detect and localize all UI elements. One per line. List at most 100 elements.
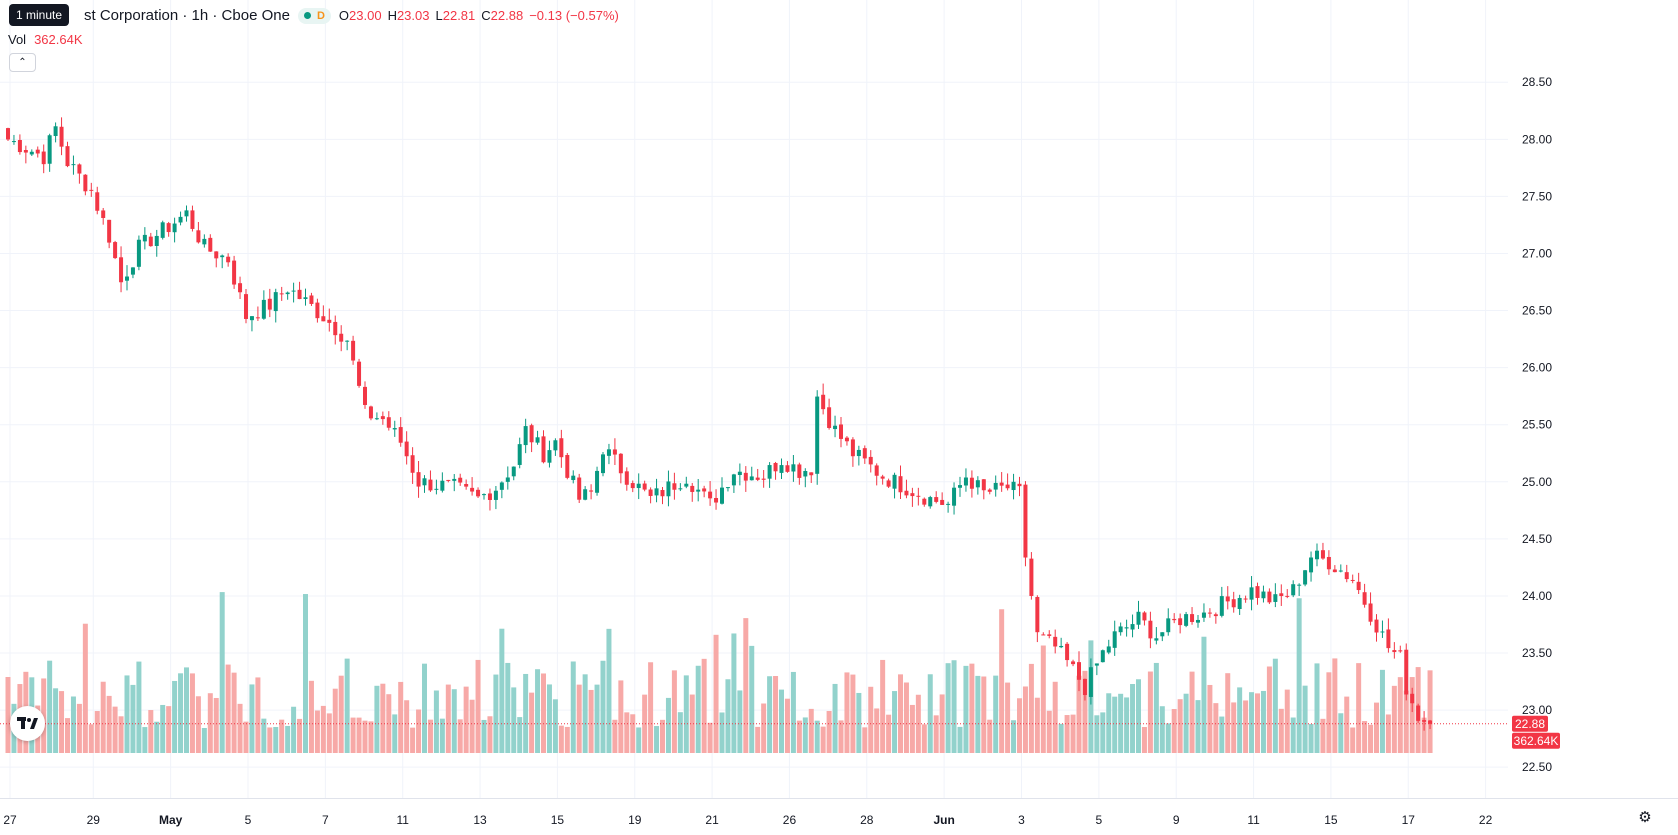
volume-bar: [53, 688, 59, 753]
candle-body: [999, 482, 1004, 486]
volume-bar: [933, 715, 939, 753]
status-indicators[interactable]: D: [297, 7, 331, 24]
candle-body: [958, 485, 962, 488]
volume-bar: [814, 720, 820, 753]
candle-body: [725, 487, 730, 489]
candle-body: [535, 437, 540, 443]
candle-body: [1130, 624, 1135, 630]
volume-bar: [1094, 715, 1100, 753]
candle-body: [178, 216, 183, 223]
candle-body: [113, 242, 118, 259]
volume-bar: [671, 670, 677, 753]
symbol-title[interactable]: st Corporation · 1h · Cboe One: [84, 7, 290, 24]
volume-bar: [1314, 663, 1320, 753]
volume-bar: [225, 664, 231, 753]
candle-body: [273, 292, 278, 312]
collapse-legend-button[interactable]: ⌃: [9, 53, 36, 72]
volume-bar: [903, 682, 909, 753]
volume-bar: [1141, 727, 1147, 753]
candle-body: [815, 396, 820, 474]
candle-body: [238, 283, 243, 293]
candle-body: [1065, 643, 1070, 661]
candle-body: [279, 293, 284, 295]
gear-icon[interactable]: ⚙: [1638, 809, 1652, 826]
candle-body: [505, 477, 510, 482]
candle-body: [1386, 629, 1391, 649]
volume-bar: [743, 618, 749, 753]
candle-body: [1154, 638, 1159, 641]
candle-body: [1017, 483, 1022, 487]
volume-bar: [1397, 677, 1403, 753]
volume-bar: [1296, 598, 1302, 753]
volume-bar: [243, 721, 249, 753]
volume-bar: [731, 633, 737, 753]
volume-bar: [1326, 672, 1332, 753]
time-tick-label: 19: [628, 813, 642, 827]
candle-body: [737, 471, 742, 476]
candle-body: [952, 487, 957, 506]
volume-bar: [463, 686, 469, 753]
volume-bar: [749, 645, 755, 753]
volume-bar: [981, 676, 987, 753]
candle-body: [226, 256, 231, 263]
candle-body: [940, 499, 945, 505]
volume-bar: [493, 674, 499, 753]
candle-body: [1249, 587, 1254, 600]
volume-bar: [291, 706, 297, 753]
volume-bar: [1350, 727, 1356, 753]
candle-body: [749, 476, 754, 481]
volume-bar: [1278, 708, 1284, 753]
candle-body: [904, 490, 909, 496]
time-axis[interactable]: 27 29 May 5 7 11 13 15 19 21 26 28 Jun 3 5 9 11 15 17 22: [3, 813, 1492, 827]
candle-body: [696, 489, 701, 492]
candle-body: [654, 488, 659, 496]
volume-bar: [201, 727, 207, 753]
candle-body: [648, 489, 653, 496]
volume-bar: [249, 684, 255, 753]
volume-bar: [707, 722, 713, 753]
volume-bar: [1213, 703, 1219, 753]
price-axis[interactable]: 28.50 28.00 27.50 27.00 26.50 26.00 25.50 25.00…: [1522, 75, 1552, 774]
volume-bar: [1284, 689, 1290, 753]
price-tick-label: 27.00: [1522, 246, 1552, 260]
volume-bar: [279, 719, 285, 753]
time-tick-label: Jun: [933, 813, 954, 827]
candle-body: [374, 418, 379, 420]
volume-bar: [1320, 718, 1326, 753]
candle-body: [440, 480, 445, 491]
interval-tooltip: 1 minute: [9, 4, 70, 26]
volume-bar: [100, 681, 106, 753]
candle-body: [821, 394, 826, 410]
price-tick-label: 28.00: [1522, 132, 1552, 146]
price-tick-label: 27.50: [1522, 189, 1552, 203]
volume-bar: [338, 675, 344, 753]
volume-bar: [1159, 706, 1165, 753]
candle-body: [142, 234, 147, 242]
volume-bar: [993, 675, 999, 753]
volume-bar: [160, 704, 166, 753]
volume-bar: [112, 706, 118, 753]
volume-bar: [392, 714, 398, 753]
candle-body: [1255, 586, 1260, 598]
volume-bar: [1177, 699, 1183, 753]
volume-bar: [362, 720, 368, 753]
tradingview-logo[interactable]: [10, 706, 45, 741]
volume-bar: [570, 661, 576, 753]
ohlc-open-value: 23.00: [349, 8, 382, 23]
tradingview-logo-icon: [16, 716, 38, 729]
volume-bar: [1249, 692, 1255, 753]
candle-body: [148, 236, 153, 247]
volume-label[interactable]: Vol: [8, 32, 27, 47]
candle-body: [571, 475, 576, 481]
volume-bar: [1106, 693, 1112, 753]
time-tick-label: 11: [1247, 813, 1260, 827]
volume-bar: [945, 663, 951, 753]
volume-bar: [130, 684, 136, 753]
candle-body: [297, 289, 302, 300]
volume-bar: [683, 675, 689, 753]
candle-body: [606, 449, 611, 456]
candle-body: [89, 189, 94, 191]
candle-body: [511, 466, 516, 477]
volume-bar: [410, 727, 416, 753]
